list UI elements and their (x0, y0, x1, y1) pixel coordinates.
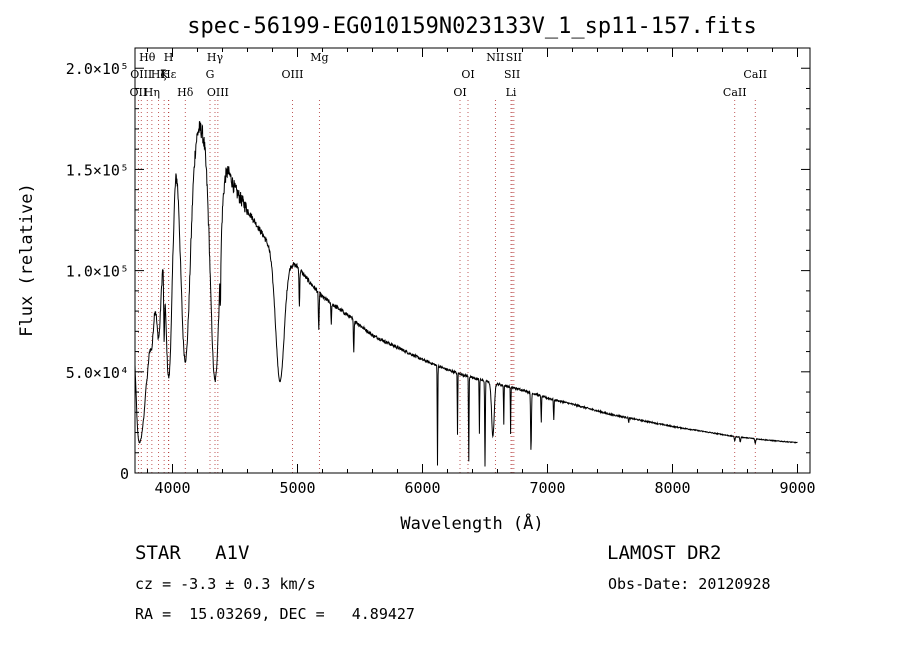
line-marker-label: Hζ (151, 68, 167, 81)
line-marker-label: Hη (144, 86, 160, 99)
y-axis-ticks: 0 5.0×10⁴ 1.0×10⁵ 1.5×10⁵ 2.0×10⁵ (66, 60, 810, 483)
line-marker-label: H (164, 51, 174, 64)
x-tick-label: 7000 (529, 479, 565, 497)
line-marker-label: Li (506, 86, 517, 99)
line-marker-label: OI (453, 86, 466, 99)
y-axis-label: Flux (relative) (17, 183, 37, 337)
spectrum-line (134, 120, 798, 467)
x-axis-label: Wavelength (Å) (400, 512, 543, 534)
line-marker-label: OIII (130, 68, 152, 81)
y-tick-label: 1.0×10⁵ (66, 263, 129, 281)
redshift-label: cz = -3.3 ± 0.3 km/s (135, 575, 316, 593)
line-marker-label: Hγ (207, 51, 224, 64)
line-marker-label: OIII (207, 86, 229, 99)
x-tick-label: 6000 (404, 479, 440, 497)
y-tick-label: 0 (120, 465, 129, 483)
line-marker-label: SII (504, 68, 520, 81)
obs-date-label: Obs-Date: 20120928 (608, 575, 771, 593)
x-tick-label: 8000 (654, 479, 690, 497)
y-tick-label: 2.0×10⁵ (66, 60, 129, 78)
line-marker-label: Hδ (177, 86, 194, 99)
line-marker-label: CaII (723, 86, 747, 99)
chart-title: spec-56199-EG010159N023133V_1_sp11-157.f… (187, 14, 757, 39)
line-marker-label: OIII (281, 68, 303, 81)
x-tick-label: 4000 (154, 479, 190, 497)
plot-frame (134, 47, 811, 474)
line-marker-label: K (160, 68, 169, 81)
x-axis-ticks: 4000 5000 6000 7000 8000 9000 (147, 48, 816, 497)
line-marker-label: G (206, 68, 215, 81)
line-marker-label: Mg (310, 51, 328, 64)
coordinates-label: RA = 15.03269, DEC = 4.89427 (135, 605, 415, 623)
line-marker-label: OII (130, 86, 148, 99)
y-tick-label: 5.0×10⁴ (66, 364, 129, 382)
line-marker-label: NII (486, 51, 504, 64)
line-marker-label: SII (506, 51, 522, 64)
line-marker-label: Hθ (139, 51, 156, 64)
x-tick-label: 9000 (779, 479, 815, 497)
line-marker-label: Hε (161, 68, 177, 81)
class-label: STAR A1V (135, 542, 250, 564)
x-tick-label: 5000 (279, 479, 315, 497)
survey-label: LAMOST DR2 (607, 542, 722, 564)
line-marker-label: OI (461, 68, 474, 81)
y-tick-label: 1.5×10⁵ (66, 161, 129, 179)
line-marker-label: CaII (743, 68, 767, 81)
